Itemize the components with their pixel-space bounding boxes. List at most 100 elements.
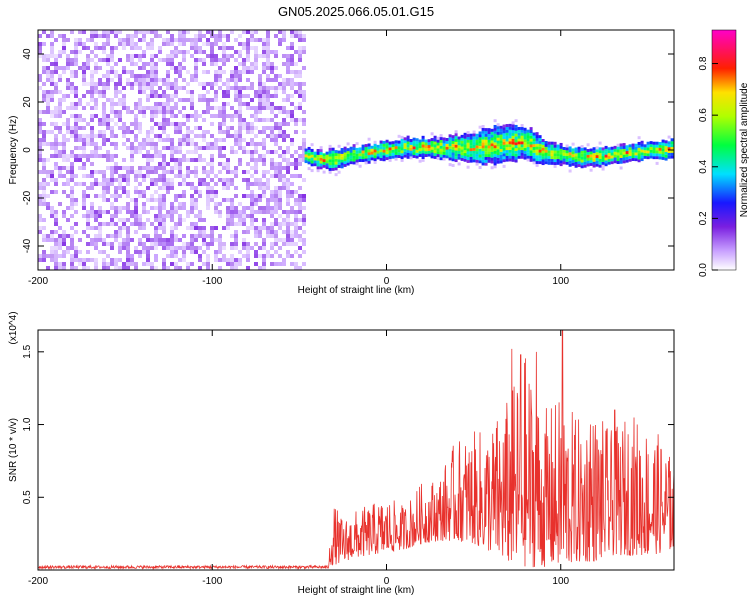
spectrogram-cell bbox=[214, 138, 218, 142]
spectrogram-cell bbox=[166, 78, 170, 82]
spectrogram-cell bbox=[538, 161, 542, 165]
spectrogram-cell bbox=[234, 82, 238, 86]
spectrogram-cell bbox=[493, 136, 497, 140]
x-tick-label: 100 bbox=[552, 576, 569, 587]
spectrogram-cell bbox=[349, 149, 353, 153]
spectrogram-cell bbox=[210, 82, 214, 86]
spectrogram-cell bbox=[547, 150, 551, 154]
spectrogram-cell bbox=[190, 98, 194, 102]
spectrogram-cell bbox=[646, 153, 650, 157]
spectrogram-cell bbox=[226, 90, 230, 94]
spectrogram-cell bbox=[86, 134, 90, 138]
spectrogram-cell bbox=[400, 156, 404, 160]
spectrogram-cell bbox=[230, 46, 234, 50]
spectrogram-cell bbox=[106, 138, 110, 142]
spectrogram-cell bbox=[246, 150, 250, 154]
spectrogram-cell bbox=[625, 150, 629, 154]
spectrogram-cell bbox=[134, 266, 138, 270]
spectrogram-cell bbox=[514, 159, 518, 163]
spectrogram-cell bbox=[298, 38, 302, 42]
spectrogram-cell bbox=[86, 266, 90, 270]
spectrogram-cell bbox=[218, 242, 222, 246]
spectrogram-cell bbox=[481, 150, 485, 154]
spectrogram-cell bbox=[58, 150, 62, 154]
spectrogram-cell bbox=[664, 151, 668, 155]
spectrogram-cell bbox=[505, 149, 509, 153]
spectrogram-cell bbox=[230, 118, 234, 122]
spectrogram-cell bbox=[74, 210, 78, 214]
spectrogram-cell bbox=[349, 158, 353, 162]
spectrogram-cell bbox=[307, 155, 311, 159]
spectrogram-cell bbox=[202, 138, 206, 142]
spectrogram-cell bbox=[182, 154, 186, 158]
spectrogram-cell bbox=[158, 134, 162, 138]
spectrogram-cell bbox=[286, 186, 290, 190]
spectrogram-cell bbox=[142, 110, 146, 114]
y-tick-label: 0 bbox=[22, 147, 33, 153]
spectrogram-cell bbox=[70, 166, 74, 170]
spectrogram-cell bbox=[412, 143, 416, 147]
spectrogram-cell bbox=[162, 242, 166, 246]
spectrogram-cell bbox=[218, 38, 222, 42]
spectrogram-cell bbox=[266, 30, 270, 34]
spectrogram-cell bbox=[222, 42, 226, 46]
spectrogram-cell bbox=[106, 98, 110, 102]
spectrogram-cell bbox=[46, 234, 50, 238]
spectrogram-cell bbox=[162, 122, 166, 126]
spectrogram-cell bbox=[481, 130, 485, 134]
spectrogram-cell bbox=[388, 150, 392, 154]
spectrogram-cell bbox=[493, 148, 497, 152]
spectrogram-cell bbox=[397, 154, 401, 158]
spectrogram-cell bbox=[262, 62, 266, 66]
spectrogram-cell bbox=[126, 250, 130, 254]
spectrogram-cell bbox=[58, 34, 62, 38]
spectrogram-cell bbox=[90, 130, 94, 134]
spectrogram-cell bbox=[583, 150, 587, 154]
spectrogram-cell bbox=[230, 74, 234, 78]
spectrogram-cell bbox=[373, 158, 377, 162]
spectrogram-cell bbox=[505, 138, 509, 142]
spectrogram-cell bbox=[170, 206, 174, 210]
spectrogram-cell bbox=[290, 142, 294, 146]
spectrogram-cell bbox=[138, 46, 142, 50]
spectrogram-cell bbox=[62, 250, 66, 254]
spectrogram-cell bbox=[130, 154, 134, 158]
spectrogram-cell bbox=[286, 170, 290, 174]
spectrogram-cell bbox=[126, 34, 130, 38]
spectrogram-cell bbox=[262, 174, 266, 178]
spectrogram-cell bbox=[298, 254, 302, 258]
spectrogram-cell bbox=[214, 78, 218, 82]
spectrogram-cell bbox=[114, 166, 118, 170]
spectrogram-cell bbox=[502, 156, 506, 160]
spectrogram-cell bbox=[502, 164, 506, 168]
spectrogram-cell bbox=[238, 34, 242, 38]
spectrogram-cell bbox=[54, 222, 58, 226]
spectrogram-cell bbox=[670, 144, 674, 148]
spectrogram-cell bbox=[652, 141, 656, 145]
spectrogram-cell bbox=[361, 156, 365, 160]
spectrogram-cell bbox=[310, 163, 314, 167]
spectrogram-cell bbox=[589, 157, 593, 161]
spectrogram-cell bbox=[472, 147, 476, 151]
spectrogram-cell bbox=[170, 66, 174, 70]
spectrogram-cell bbox=[499, 151, 503, 155]
spectrogram-cell bbox=[102, 138, 106, 142]
spectrogram-cell bbox=[58, 242, 62, 246]
spectrogram-cell bbox=[571, 154, 575, 158]
spectrogram-cell bbox=[134, 34, 138, 38]
snr-series-line bbox=[38, 330, 674, 570]
spectrogram-cell bbox=[535, 132, 539, 136]
spectrogram-cell bbox=[358, 156, 362, 160]
spectrogram-cell bbox=[138, 126, 142, 130]
spectrogram-cell bbox=[198, 178, 202, 182]
spectrogram-cell bbox=[523, 150, 527, 154]
spectrogram-cell bbox=[86, 210, 90, 214]
spectrogram-cell bbox=[511, 132, 515, 136]
spectrogram-cell bbox=[298, 46, 302, 50]
spectrogram-cell bbox=[66, 138, 70, 142]
spectrogram-cell bbox=[46, 90, 50, 94]
spectrogram-cell bbox=[162, 102, 166, 106]
spectrogram-cell bbox=[337, 150, 341, 154]
spectrogram-cell bbox=[110, 70, 114, 74]
spectrogram-cell bbox=[46, 202, 50, 206]
